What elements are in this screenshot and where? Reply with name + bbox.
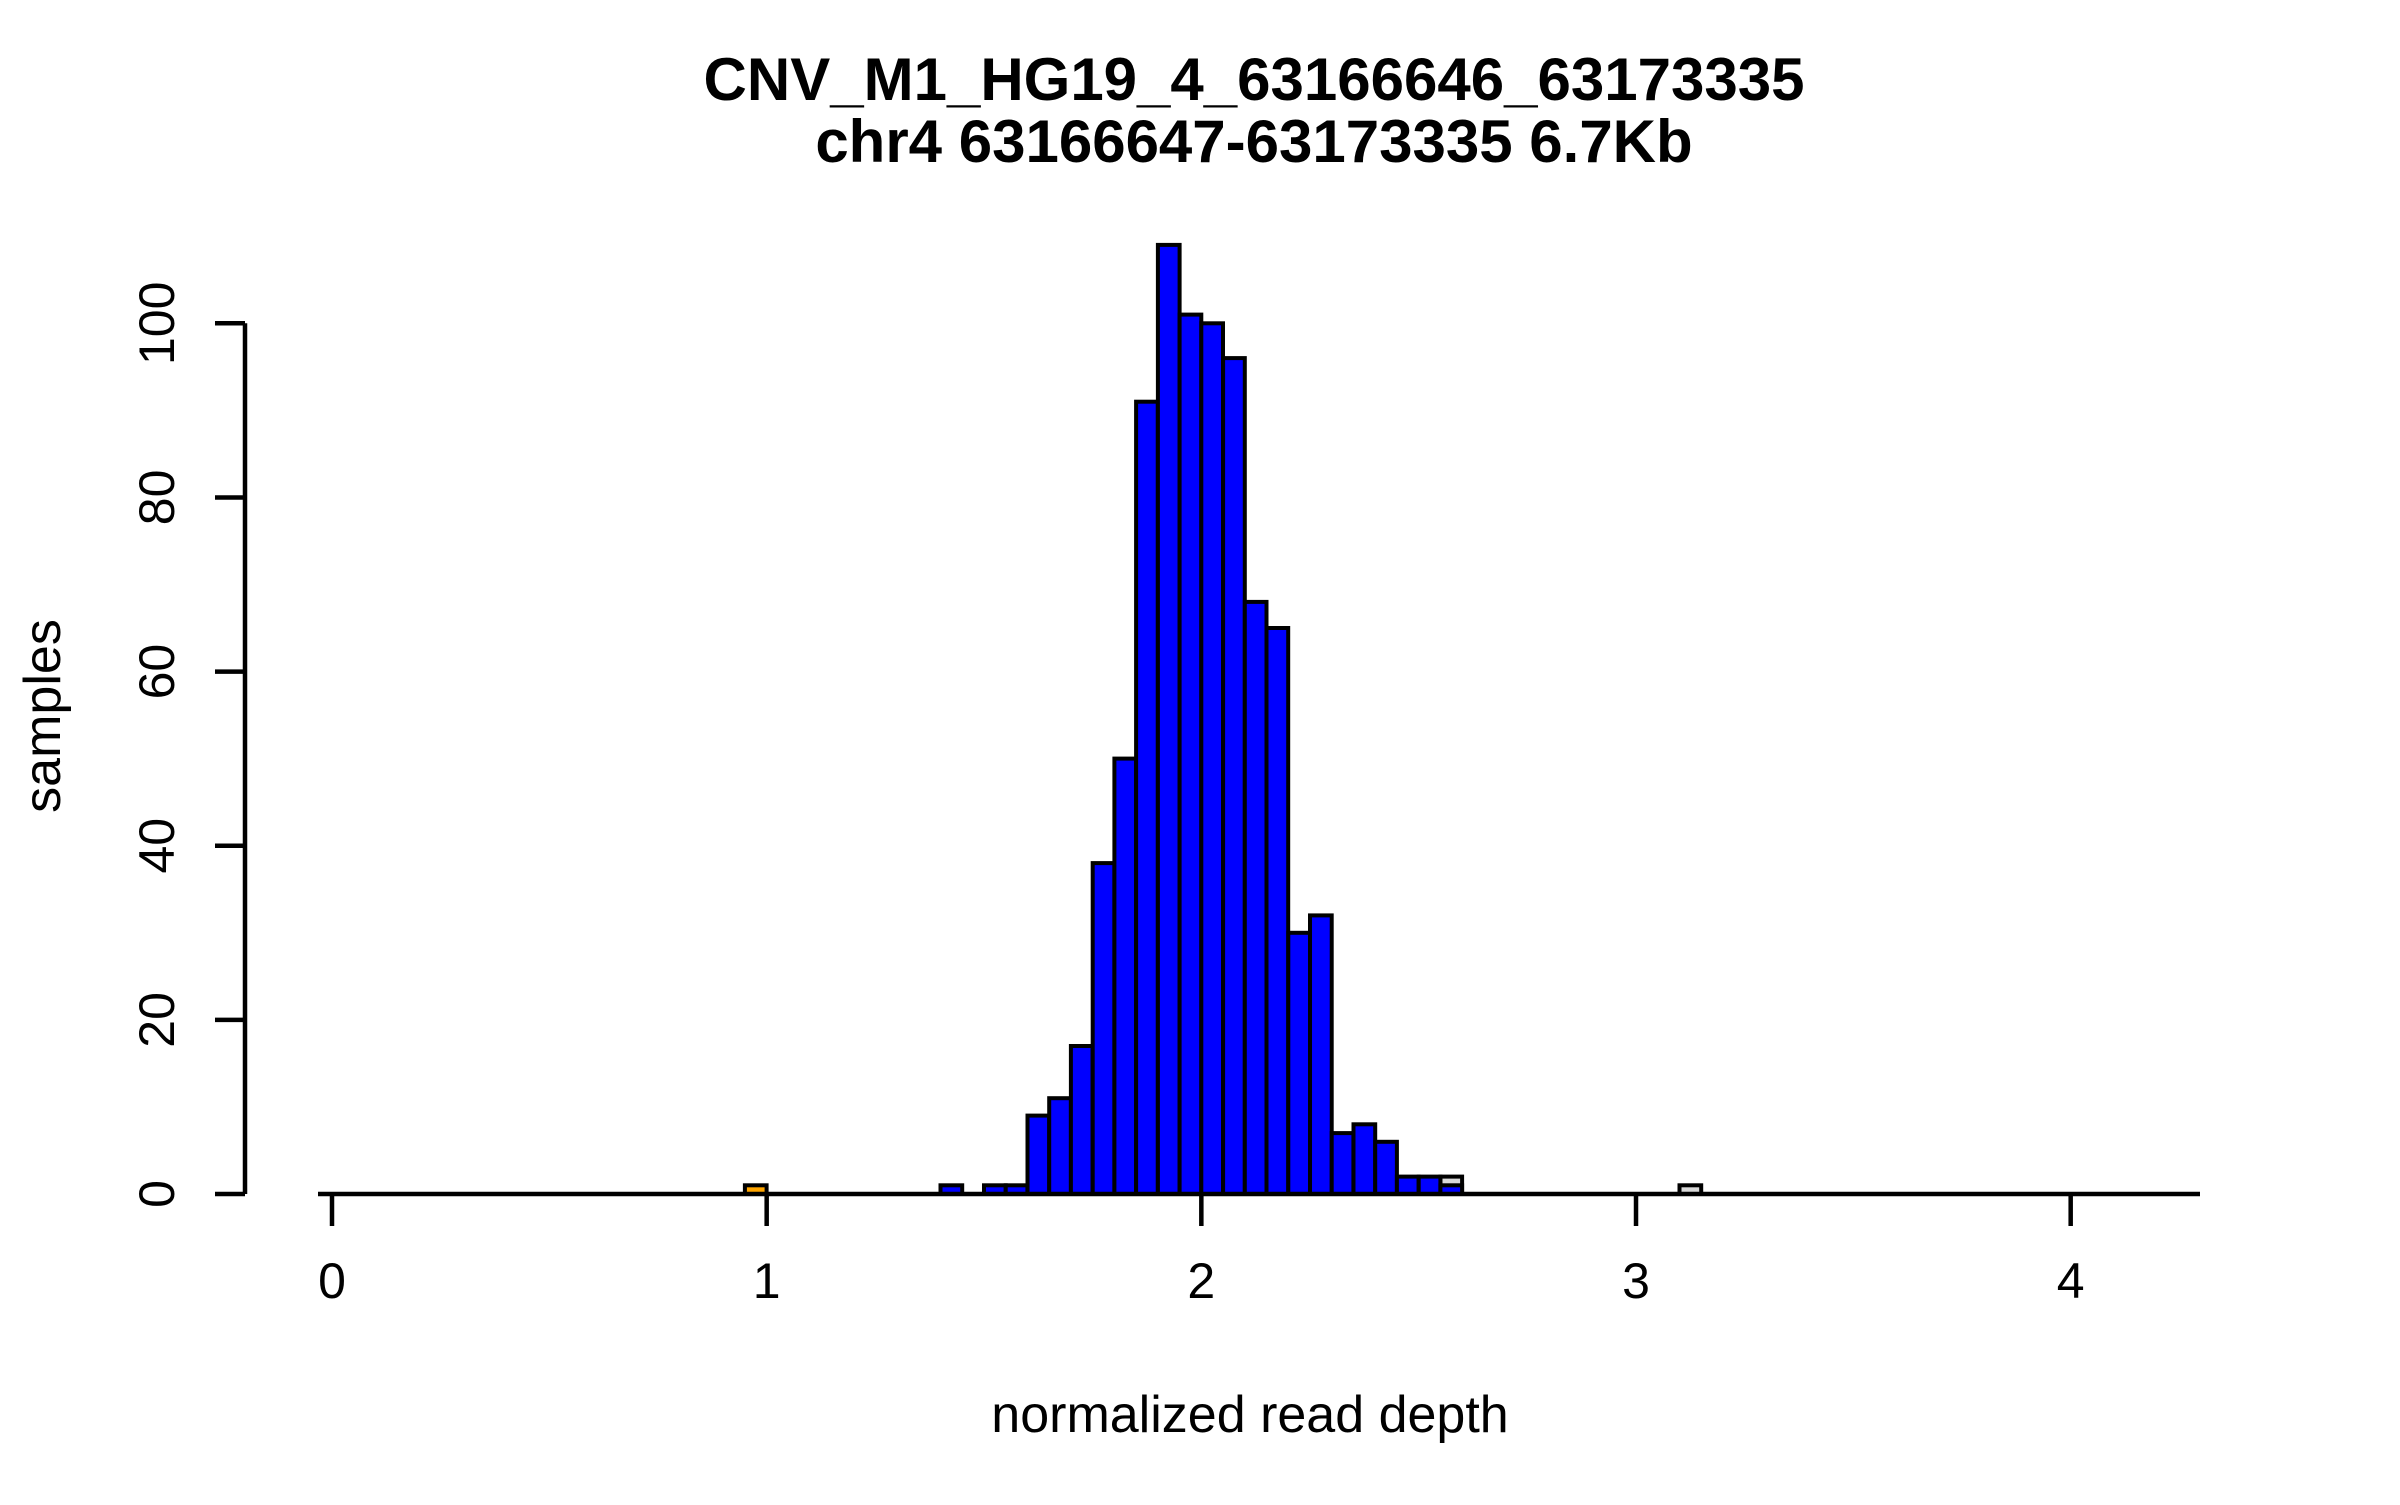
- histogram-bar-blue: [1199, 321, 1226, 1196]
- x-tick-label: 3: [1622, 1253, 1650, 1309]
- x-tick-label: 1: [753, 1253, 781, 1309]
- histogram-bar-blue: [1090, 861, 1117, 1196]
- x-tick-label: 2: [1187, 1253, 1215, 1309]
- y-tick-label: 20: [129, 992, 185, 1048]
- histogram-bar-blue: [1308, 913, 1334, 1197]
- chart-title-line2: chr4 63166647-63173335 6.7Kb: [815, 108, 1692, 175]
- histogram-bar-blue: [1329, 1131, 1356, 1196]
- histogram-bar-blue: [1264, 626, 1291, 1196]
- y-tick-label: 40: [129, 818, 185, 874]
- histogram-bar-blue: [1177, 312, 1204, 1197]
- chart-title-line1: CNV_M1_HG19_4_63166646_63173335: [704, 46, 1805, 113]
- histogram-bar-blue: [1047, 1096, 1073, 1196]
- y-axis-label: samples: [14, 619, 72, 813]
- histogram-bar-blue: [1134, 399, 1160, 1196]
- histogram-bar-blue: [1416, 1174, 1443, 1196]
- x-axis-label: normalized read depth: [991, 1386, 1508, 1444]
- histogram-bar-blue: [1286, 930, 1313, 1196]
- y-tick-label: 80: [129, 470, 185, 526]
- x-tick-label: 4: [2057, 1253, 2085, 1309]
- x-tick-label: 0: [318, 1253, 346, 1309]
- y-tick-label: 0: [129, 1180, 185, 1208]
- y-tick-label: 60: [129, 644, 185, 700]
- histogram-bar-blue: [1373, 1139, 1399, 1197]
- bars-layer: [742, 242, 1704, 1197]
- histogram-bar-blue: [1242, 599, 1269, 1196]
- y-tick-label: 100: [129, 282, 185, 365]
- histogram-bar-blue: [1351, 1122, 1378, 1197]
- histogram-bar-blue: [1394, 1174, 1421, 1196]
- histogram-bar-blue: [1155, 242, 1182, 1196]
- histogram-bar-blue: [1025, 1113, 1052, 1196]
- histogram-bar-blue: [1221, 356, 1247, 1197]
- histogram-bar-blue: [1112, 756, 1139, 1196]
- histogram-bar-blue: [1068, 1044, 1095, 1196]
